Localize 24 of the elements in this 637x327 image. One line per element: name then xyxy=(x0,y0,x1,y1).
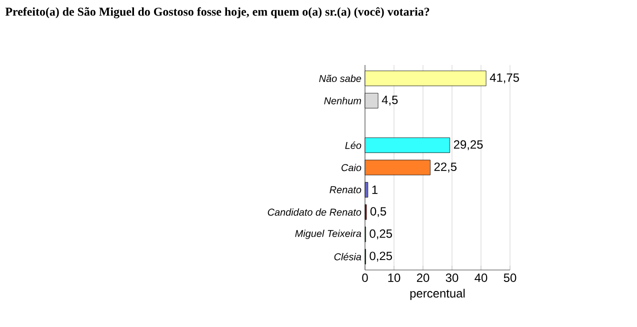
data-label: 0,25 xyxy=(370,229,392,240)
data-label: 1 xyxy=(372,186,378,194)
y-tick-label: Caio xyxy=(342,164,362,172)
data-label: 4,5 xyxy=(382,96,398,106)
y-tick-label: Léo xyxy=(345,142,362,149)
x-tick-label: 10 xyxy=(388,274,400,282)
data-label: 0,25 xyxy=(370,252,392,262)
x-tick-label: 50 xyxy=(504,274,516,282)
y-tick-label: Renato xyxy=(330,186,362,194)
data-label: 0,5 xyxy=(370,207,386,218)
x-tick-label: 40 xyxy=(474,274,488,282)
x-tick-label: 0 xyxy=(362,274,368,282)
y-tick-label: Miguel Teixeira xyxy=(295,230,362,239)
data-label: 22,5 xyxy=(434,162,457,172)
data-label: 29,25 xyxy=(454,140,483,150)
y-tick-label: Candidato de Renato xyxy=(268,208,362,216)
y-tick-label: Não sabe xyxy=(319,74,362,82)
data-label: 41,75 xyxy=(490,74,519,84)
y-tick-label: Clésia xyxy=(334,252,362,260)
x-tick-label: 30 xyxy=(446,274,458,282)
y-tick-label: Nenhum xyxy=(324,97,362,104)
text: Prefeito(a) de São Miguel do Gostoso fosse hoje, em quem o(a) sr.(a) (você) votaria? xyxy=(5,7,430,18)
x-tick-label: 20 xyxy=(416,274,430,282)
x-axis-title: percentual xyxy=(410,288,465,300)
